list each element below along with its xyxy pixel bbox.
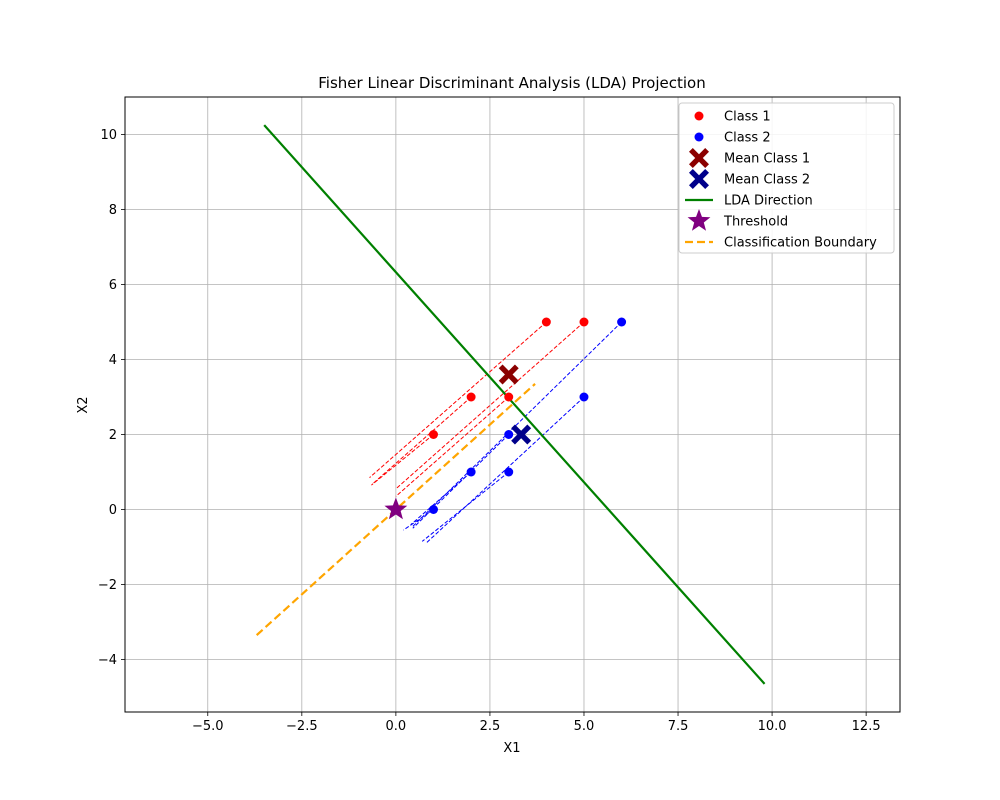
legend-label-mean-class-2: Mean Class 2 — [724, 173, 810, 188]
chart-title: Fisher Linear Discriminant Analysis (LDA… — [318, 74, 705, 92]
mean-class-2-marker — [511, 424, 532, 445]
projection-line — [372, 396, 472, 484]
legend-label-class-2: Class 2 — [724, 131, 771, 146]
y-tick-label: −4 — [98, 653, 117, 668]
legend-marker-threshold — [687, 209, 711, 231]
class-2-point — [428, 505, 438, 514]
projection-line — [395, 396, 510, 497]
legend: Class 1 Class 2 Mean Class 1 Mean Class 2 LD… — [678, 102, 895, 254]
legend-marker-class-2 — [694, 132, 704, 142]
y-tick-label: 0 — [109, 503, 117, 518]
class-1-point — [466, 392, 476, 402]
y-tick-label: 8 — [109, 203, 117, 218]
projection-line — [371, 434, 434, 486]
class-2-point — [579, 392, 589, 402]
projection-line — [412, 321, 622, 527]
projection-line — [421, 471, 510, 542]
x-tick-label: 2.5 — [480, 719, 501, 734]
legend-label-threshold: Threshold — [723, 215, 788, 230]
x-tick-label: 5.0 — [574, 719, 595, 734]
legend-box — [678, 102, 895, 254]
legend-label-class-1: Class 1 — [724, 110, 771, 125]
projection-line — [403, 509, 434, 531]
x-axis-label: X1 — [503, 741, 520, 756]
x-tick-label: 12.5 — [852, 719, 881, 734]
legend-label-mean-class-1: Mean Class 1 — [724, 152, 810, 167]
x-tick-label: 0.0 — [386, 719, 407, 734]
y-tick-label: 10 — [100, 128, 117, 143]
ticks: −5.0 −2.5 0.0 2.5 5.0 7.5 10.0 12.5 −4 −2 0 2 4 6 8 10 — [98, 128, 881, 734]
mean-class-1-marker — [498, 364, 519, 385]
class-1-point — [579, 317, 589, 327]
x-tick-label: −2.5 — [286, 719, 318, 734]
projection-lines — [369, 321, 622, 544]
class-2-point — [504, 467, 514, 477]
legend-label-lda-direction: LDA Direction — [724, 194, 813, 209]
class-1-point — [428, 430, 438, 439]
class-2-point — [617, 317, 627, 327]
lda-direction-line — [263, 124, 766, 685]
projection-line — [369, 321, 547, 479]
legend-marker-mean-class-1 — [689, 148, 709, 168]
x-tick-label: 10.0 — [758, 719, 787, 734]
y-axis-label: X2 — [76, 396, 91, 413]
series — [255, 124, 766, 685]
class-1-point — [504, 392, 514, 402]
class-1-point — [541, 317, 551, 327]
y-tick-label: 2 — [109, 428, 117, 443]
legend-marker-class-1 — [694, 111, 704, 121]
class-2-point — [504, 430, 514, 439]
plot-frame — [124, 96, 901, 713]
x-tick-label: 7.5 — [668, 719, 689, 734]
y-tick-label: 4 — [109, 353, 117, 368]
legend-label-classification-boundary: Classification Boundary — [724, 236, 877, 251]
class-2-point — [466, 467, 476, 477]
threshold-marker — [384, 497, 408, 520]
x-tick-label: −5.0 — [192, 719, 224, 734]
y-tick-label: 6 — [109, 278, 117, 293]
y-tick-label: −2 — [98, 578, 117, 593]
projection-line — [412, 434, 510, 529]
legend-marker-mean-class-2 — [689, 169, 709, 189]
